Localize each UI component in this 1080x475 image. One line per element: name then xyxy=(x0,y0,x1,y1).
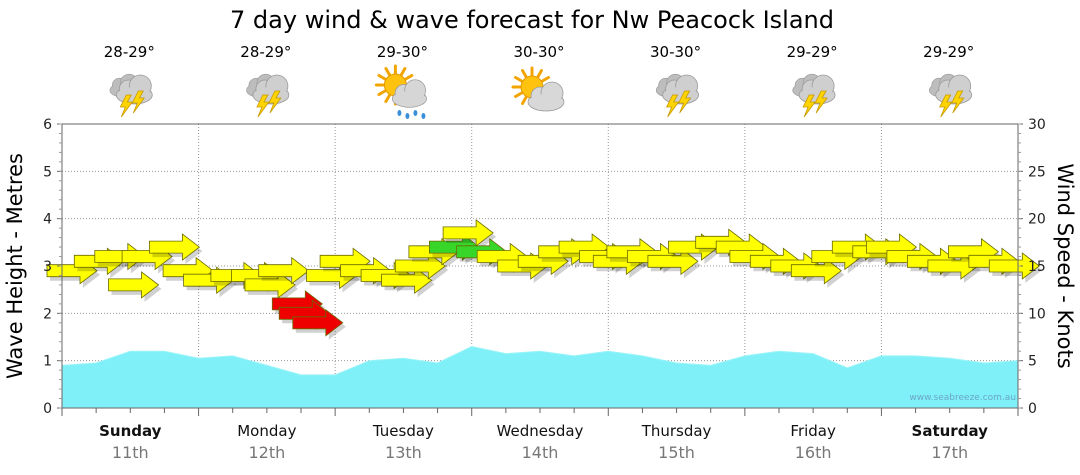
storm-icon xyxy=(792,73,836,118)
temperature-range: 30-30° xyxy=(650,43,701,61)
day-name-label: Sunday xyxy=(99,422,162,440)
raindrop xyxy=(421,113,426,119)
storm-icon xyxy=(109,73,153,118)
wind-arrow-shape xyxy=(988,252,1040,280)
y2-tick-label: 0 xyxy=(1028,401,1037,417)
temperature-range: 29-29° xyxy=(923,43,974,61)
wind-arrow xyxy=(244,271,298,302)
y-tick-label: 4 xyxy=(43,212,52,228)
lightning-bolt xyxy=(939,94,953,118)
wave-area xyxy=(61,345,1019,409)
y2-tick-label: 20 xyxy=(1028,212,1046,228)
temperature-range: 28-29° xyxy=(104,43,155,61)
wind-arrow-shape xyxy=(244,271,296,299)
day-forecast-header: 28-29° 28-29° 29-30° 30-30° 30-30° 29-29° 29-2… xyxy=(104,43,974,119)
wind-arrow xyxy=(647,247,701,279)
wind-arrow xyxy=(148,233,203,265)
day-date-label: 15th xyxy=(658,443,695,462)
raindrop xyxy=(405,113,410,119)
y2-tick-label: 10 xyxy=(1028,306,1046,322)
wind-arrow xyxy=(790,256,845,288)
lightning-bolt xyxy=(119,94,134,118)
storm-icon xyxy=(246,73,290,118)
day-date-label: 17th xyxy=(931,443,968,462)
wind-arrow-shape xyxy=(292,308,344,337)
chart-title: 7 day wind & wave forecast for Nw Peacoc… xyxy=(230,6,834,34)
day-date-label: 13th xyxy=(385,443,422,462)
day-name-label: Monday xyxy=(237,422,296,440)
y2-tick-label: 25 xyxy=(1028,164,1046,180)
day-name-label: Friday xyxy=(790,422,836,440)
sun-rain-icon xyxy=(374,64,427,119)
wind-arrow xyxy=(381,266,435,298)
chart-axes: 0 1 2 3 4 5 6 0 5 10 15 20 25 30 Sunday 11th Monday 12th T… xyxy=(43,117,1046,462)
wind-arrow-shape xyxy=(647,247,699,276)
wind-arrow-shape xyxy=(790,256,842,285)
y2-tick-label: 5 xyxy=(1028,354,1037,370)
wind-arrow-shape xyxy=(442,219,494,247)
day-name-label: Tuesday xyxy=(372,422,434,440)
wind-arrow xyxy=(927,252,981,283)
lightning-bolt xyxy=(665,94,680,118)
wind-arrow xyxy=(394,252,449,283)
wind-arrow-shape xyxy=(394,252,446,280)
day-date-label: 14th xyxy=(522,443,559,462)
sun-cloud-icon xyxy=(511,66,565,112)
wind-arrow xyxy=(442,219,497,250)
day-name-label: Thursday xyxy=(641,422,712,440)
wind-arrow xyxy=(292,308,346,340)
wind-arrow-shape xyxy=(148,233,201,261)
y-tick-label: 1 xyxy=(43,354,52,370)
wind-arrow xyxy=(108,271,162,302)
day-name-label: Saturday xyxy=(912,422,989,440)
wind-arrow-shape xyxy=(927,252,979,280)
day-date-label: 16th xyxy=(795,443,832,462)
lightning-bolt xyxy=(131,90,146,114)
wind-arrow-shape xyxy=(381,266,433,295)
storm-icon xyxy=(655,73,699,118)
y-axis-label: Wave Height - Metres xyxy=(3,153,27,379)
lightning-bolt xyxy=(256,94,270,118)
cloud-shape xyxy=(527,81,565,112)
raindrop xyxy=(397,110,402,116)
wind-arrow xyxy=(258,256,312,288)
y-tick-label: 5 xyxy=(43,164,52,180)
temperature-range: 28-29° xyxy=(240,43,291,61)
wind-arrow-shape xyxy=(258,256,310,285)
y-tick-label: 0 xyxy=(43,401,52,417)
lightning-bolt xyxy=(814,90,828,114)
lightning-bolt xyxy=(951,90,965,114)
wind-arrow-shape xyxy=(94,242,146,271)
y-tick-label: 3 xyxy=(43,259,52,275)
temperature-range: 30-30° xyxy=(513,43,564,61)
raindrop xyxy=(413,110,418,116)
wind-arrow xyxy=(988,252,1043,283)
lightning-bolt xyxy=(268,90,282,114)
y2-axis-label: Wind Speed - Knots xyxy=(1053,163,1077,368)
watermark: www.seabreeze.com.au xyxy=(909,393,1016,403)
day-date-label: 12th xyxy=(248,443,285,462)
wind-arrow-shape xyxy=(108,271,160,299)
storm-icon xyxy=(928,73,973,118)
day-date-label: 11th xyxy=(112,443,149,462)
cloud-shape xyxy=(798,74,836,105)
lightning-bolt xyxy=(677,90,692,114)
y2-tick-label: 30 xyxy=(1028,117,1046,133)
wind-arrows xyxy=(46,219,1043,340)
y-tick-label: 2 xyxy=(43,306,52,322)
cloud-shape xyxy=(391,79,427,108)
day-name-label: Wednesday xyxy=(497,422,584,440)
temperature-range: 29-30° xyxy=(377,43,428,61)
lightning-bolt xyxy=(802,94,816,118)
y2-tick-label: 15 xyxy=(1028,259,1046,275)
y-tick-label: 6 xyxy=(43,117,52,133)
wave-height-area xyxy=(61,345,1019,409)
temperature-range: 29-29° xyxy=(787,43,838,61)
